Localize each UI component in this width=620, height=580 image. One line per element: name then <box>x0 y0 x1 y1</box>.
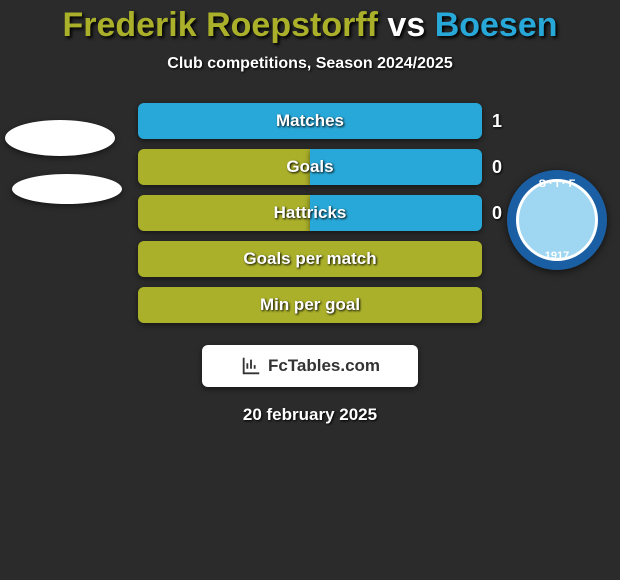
stat-value-right: 1 <box>468 103 502 139</box>
stat-bar-track: Goals per match <box>138 241 482 277</box>
stat-value-right <box>468 287 502 323</box>
stat-label: Hattricks <box>138 195 482 231</box>
stat-value-left <box>118 195 152 231</box>
branding-badge: FcTables.com <box>202 345 418 387</box>
stat-row: Matches1 <box>0 101 620 147</box>
stats-chart: Matches1Goals0Hattricks0Goals per matchM… <box>0 101 620 331</box>
stat-bar-track: Goals0 <box>138 149 482 185</box>
stat-label: Goals per match <box>138 241 482 277</box>
page-title: Frederik Roepstorff vs Boesen <box>0 0 620 45</box>
stat-value-left <box>118 287 152 323</box>
stat-row: Goals per match <box>0 239 620 285</box>
stat-value-left <box>118 241 152 277</box>
stat-value-left <box>118 149 152 185</box>
stat-bar-track: Matches1 <box>138 103 482 139</box>
stat-value-left <box>118 103 152 139</box>
stat-value-right <box>468 241 502 277</box>
stat-bar-track: Hattricks0 <box>138 195 482 231</box>
stat-value-right: 0 <box>468 195 502 231</box>
stat-bar-track: Min per goal <box>138 287 482 323</box>
stat-label: Goals <box>138 149 482 185</box>
stat-label: Min per goal <box>138 287 482 323</box>
stat-row: Hattricks0 <box>0 193 620 239</box>
branding-text: FcTables.com <box>268 356 380 376</box>
stat-row: Goals0 <box>0 147 620 193</box>
player-b-name: Boesen <box>435 6 558 44</box>
footer-date: 20 february 2025 <box>0 405 620 425</box>
chart-icon <box>240 355 262 377</box>
stat-row: Min per goal <box>0 285 620 331</box>
subtitle: Club competitions, Season 2024/2025 <box>0 55 620 73</box>
stat-value-right: 0 <box>468 149 502 185</box>
stat-label: Matches <box>138 103 482 139</box>
player-a-name: Frederik Roepstorff <box>62 6 378 44</box>
vs-text: vs <box>378 6 435 44</box>
